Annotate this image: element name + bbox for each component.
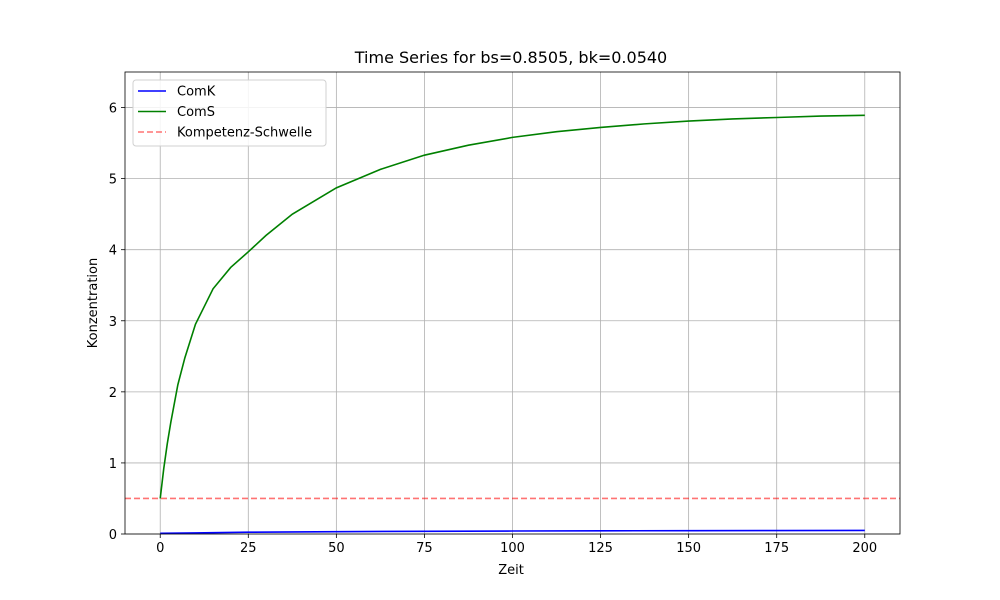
y-tick-label: 2 <box>109 386 117 401</box>
x-axis-label: Zeit <box>498 563 524 578</box>
x-tick-label: 125 <box>588 541 613 556</box>
x-tick-label: 175 <box>764 541 789 556</box>
y-tick-label: 0 <box>109 528 117 543</box>
series-line-comk <box>160 529 865 535</box>
x-tick-label: 200 <box>852 541 877 556</box>
y-tick-label: 5 <box>109 173 117 188</box>
legend-label: ComS <box>177 105 215 120</box>
y-tick-label: 3 <box>109 315 117 330</box>
x-tick-label: 100 <box>500 541 525 556</box>
x-tick-label: 0 <box>156 541 164 556</box>
y-tick-label: 4 <box>109 244 117 259</box>
legend-label: Kompetenz-Schwelle <box>177 126 312 141</box>
series-line-coms <box>159 114 865 499</box>
legend-box <box>132 79 327 147</box>
x-tick-label: 50 <box>328 541 345 556</box>
x-tick-label: 75 <box>416 541 433 556</box>
chart-title: Time Series for bs=0.8505, bk=0.0540 <box>354 48 667 67</box>
x-tick-label: 25 <box>240 541 257 556</box>
y-axis-label: Konzentration <box>86 258 101 348</box>
y-tick-label: 1 <box>109 457 117 472</box>
legend-label: ComK <box>177 85 216 100</box>
x-tick-label: 150 <box>676 541 701 556</box>
y-tick-label: 6 <box>109 102 117 117</box>
